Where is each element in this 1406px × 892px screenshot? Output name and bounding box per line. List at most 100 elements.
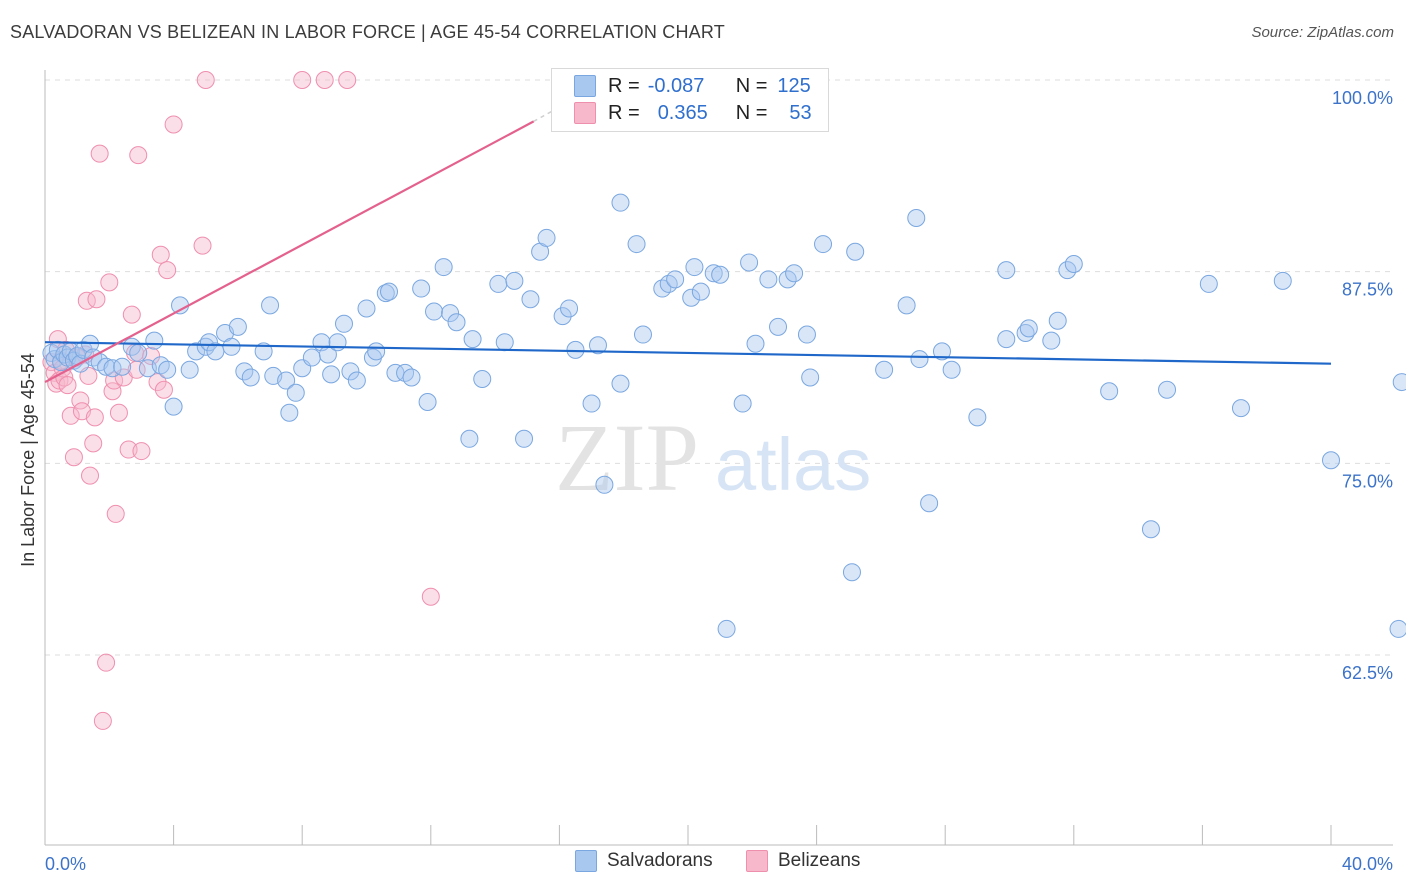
salvadoran-point-118 [1048,311,1067,330]
salvadoran-point-32 [228,317,247,336]
salvadoran-point-31 [222,337,241,356]
salvadoran-point-54 [380,282,399,301]
legend-n-value-1: 125 [777,74,811,97]
salvadoran-point-91 [711,265,730,284]
salvadoran-point-110 [932,342,951,361]
salvadoran-point-22 [158,360,177,379]
salvadoran-point-71 [521,290,540,309]
salvadoran-point-58 [412,279,431,298]
salvadoran-point-103 [842,563,861,582]
salvadoran-point-18 [129,343,148,362]
salvadoran-point-64 [460,429,479,448]
belizean-point-44 [196,71,215,89]
salvadoran-point-107 [907,209,926,227]
chart-title: SALVADORAN VS BELIZEAN IN LABOR FORCE | … [10,22,725,42]
salvadoran-point-88 [685,258,704,277]
salvadoran-point-105 [875,360,894,379]
legend-swatch-pink [574,102,596,124]
salvadoran-point-129 [1392,373,1406,392]
salvadoran-point-109 [920,494,939,513]
belizean-point-46 [315,71,334,89]
salvadoran-point-69 [505,271,524,290]
salvadoran-points [42,193,1406,638]
trend-lines [44,99,1332,384]
belizean-point-25 [100,273,119,292]
source-label: Source: ZipAtlas.com [1251,24,1394,41]
axes [44,70,1393,846]
salvadoran-point-92 [717,619,736,638]
salvadoran-point-124 [1199,274,1218,293]
salvadoran-point-47 [334,314,353,333]
salvadoran-point-20 [145,331,164,350]
salvadoran-point-73 [537,228,556,247]
salvadorans-swatch [575,850,597,872]
legend-row-belizeans: R = 0.365 N = 53 [574,100,812,126]
salvadoran-point-80 [611,374,630,393]
legend-r-value-1: -0.087 [647,74,705,97]
belizean-point-32 [122,305,141,324]
salvadoran-point-120 [1064,255,1083,273]
legend-item-salvadorans[interactable]: Salvadorans [575,850,713,872]
salvadoran-point-67 [489,274,508,293]
belizean-point-10 [61,406,80,425]
salvadoran-point-56 [396,363,415,382]
watermark-zip: ZIP [555,404,699,511]
salvadorans-label: Salvadorans [607,850,713,871]
belizean-point-36 [132,442,151,461]
salvadoran-point-122 [1141,520,1160,539]
belizean-point-21 [87,290,106,309]
belizean-point-28 [106,504,125,523]
salvadoran-point-16 [113,357,132,376]
legend-swatch-blue [574,75,596,97]
salvadoran-point-104 [846,242,865,261]
belizean-point-18 [81,466,100,485]
legend-n-value-2: 53 [789,101,812,124]
salvadoran-point-113 [997,261,1016,280]
belizean-point-19 [84,434,103,453]
salvadoran-point-112 [968,408,987,427]
belizean-point-42 [164,115,183,134]
belizeans-swatch [746,850,768,872]
series-legend: Salvadorans Belizeans [0,850,1406,880]
x-tick-label-1: 40.0% [1342,854,1393,874]
salvadoran-point-60 [425,302,444,321]
belizean-point-9 [58,376,77,395]
salvadoran-point-90 [704,264,723,283]
salvadoran-point-86 [666,270,685,289]
salvadoran-point-28 [199,333,218,352]
salvadoran-point-121 [1100,382,1119,401]
belizean-point-22 [90,144,109,163]
belizean-point-35 [129,146,148,165]
belizean-point-24 [97,653,116,672]
salvadoran-point-96 [759,270,778,289]
salvadoran-point-128 [1389,619,1406,638]
salvadoran-point-49 [347,371,366,390]
belizean-point-29 [109,403,128,422]
salvadoran-point-21 [151,356,170,375]
correlation-legend: R = -0.087 N = 125 R = 0.365 N = 53 [551,68,829,132]
salvadoran-point-35 [254,342,273,361]
y-tick-label-2: 75.0% [1342,471,1393,491]
salvadoran-point-85 [659,274,678,293]
salvadoran-point-66 [473,370,492,388]
legend-r-label-2: R = [608,101,640,124]
salvadoran-point-45 [322,365,341,384]
salvadoran-point-61 [434,258,453,277]
legend-item-belizeans[interactable]: Belizeans [746,850,860,872]
salvadoran-point-94 [740,253,759,272]
salvadoran-point-52 [367,342,386,361]
belizean-point-43 [193,236,212,255]
salvadoran-point-14 [97,357,116,376]
salvadoran-point-34 [241,368,260,387]
belizean-point-39 [151,245,170,264]
belizean-point-48 [421,587,440,606]
salvadoran-point-95 [746,334,765,353]
x-tick-label-0: 0.0% [45,854,86,874]
salvadoran-point-39 [280,403,299,422]
watermark-atlas: atlas [715,423,871,506]
belizean-point-23 [93,711,112,730]
salvadoran-point-126 [1273,271,1292,290]
belizean-point-47 [338,71,357,89]
y-tick-label-3: 62.5% [1342,663,1393,683]
